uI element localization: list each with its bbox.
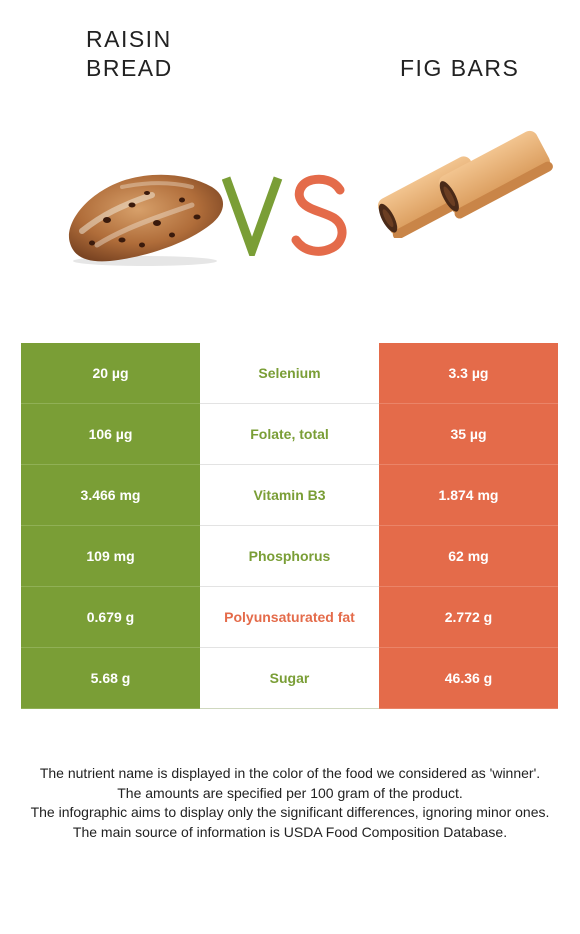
comparison-table: 20 µg Selenium 3.3 µg 106 µg Folate, tot… [21, 343, 558, 709]
left-value: 3.466 mg [21, 465, 200, 526]
table-row: 109 mg Phosphorus 62 mg [21, 526, 558, 587]
vs-logo [222, 174, 347, 256]
right-value: 3.3 µg [379, 343, 558, 404]
left-value: 0.679 g [21, 587, 200, 648]
right-value: 1.874 mg [379, 465, 558, 526]
table-row: 3.466 mg Vitamin B3 1.874 mg [21, 465, 558, 526]
left-value: 106 µg [21, 404, 200, 465]
nutrient-name: Folate, total [200, 404, 379, 464]
table-row: 0.679 g Polyunsaturated fat 2.772 g [21, 587, 558, 648]
table-row: 5.68 g Sugar 46.36 g [21, 648, 558, 709]
vs-s-letter [291, 174, 347, 256]
left-value: 20 µg [21, 343, 200, 404]
nutrient-name: Phosphorus [200, 526, 379, 586]
food-title-left: RAISIN BREAD [86, 25, 246, 83]
footer-notes: The nutrient name is displayed in the co… [20, 764, 560, 842]
table-row: 106 µg Folate, total 35 µg [21, 404, 558, 465]
right-value: 62 mg [379, 526, 558, 587]
footer-note-winner: The nutrient name is displayed in the co… [39, 765, 541, 781]
food-title-left-line1: RAISIN [86, 26, 172, 52]
right-value: 35 µg [379, 404, 558, 465]
vs-v-letter [222, 176, 283, 256]
left-value: 109 mg [21, 526, 200, 587]
right-value: 2.772 g [379, 587, 558, 648]
footer-note-differences: The infographic aims to display only the… [30, 804, 550, 820]
food-title-right: FIG BARS [400, 55, 520, 81]
right-value: 46.36 g [379, 648, 558, 709]
nutrient-name: Vitamin B3 [200, 465, 379, 525]
footer-note-source: The main source of information is USDA F… [72, 823, 508, 840]
raisin-bread-image [68, 174, 224, 266]
nutrient-name: Selenium [200, 343, 379, 403]
footer-note-amounts: The amounts are specified per 100 gram o… [117, 784, 463, 801]
food-title-left-line2: BREAD [86, 55, 173, 81]
left-value: 5.68 g [21, 648, 200, 709]
table-row: 20 µg Selenium 3.3 µg [21, 343, 558, 404]
nutrient-name: Polyunsaturated fat [200, 587, 379, 647]
fig-bars-image [377, 130, 553, 238]
nutrient-name: Sugar [200, 648, 379, 708]
